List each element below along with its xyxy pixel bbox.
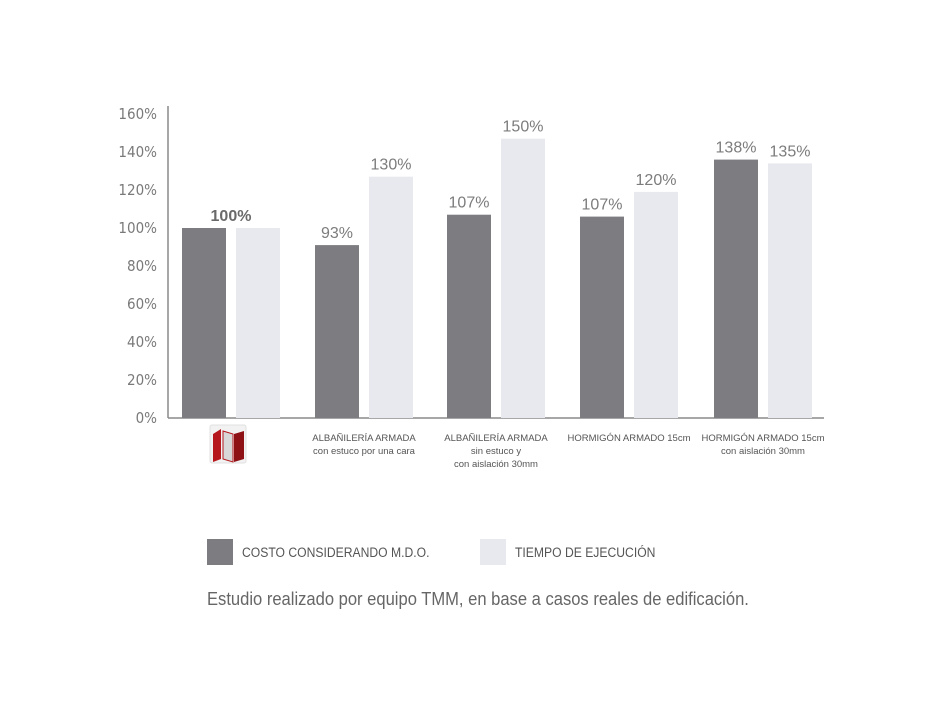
legend-label-cost: COSTO CONSIDERANDO M.D.O. bbox=[242, 544, 430, 560]
bar-cost-1 bbox=[315, 245, 359, 418]
bar-cost-0 bbox=[182, 228, 226, 418]
data-label: 100% bbox=[211, 208, 252, 225]
y-tick-label: 120% bbox=[118, 181, 157, 199]
x-category-label: con estuco por una cara bbox=[313, 446, 416, 457]
x-category-label: HORMIGÓN ARMADO 15cm bbox=[568, 433, 691, 444]
y-tick-label: 40% bbox=[127, 333, 157, 351]
legend-item-time: TIEMPO DE EJECUCIÓN bbox=[480, 539, 671, 565]
data-label: 138% bbox=[716, 140, 757, 157]
y-tick-label: 20% bbox=[127, 371, 157, 389]
y-tick-label: 0% bbox=[136, 409, 158, 427]
data-label: 135% bbox=[770, 143, 811, 160]
bar-time-1 bbox=[369, 176, 413, 418]
x-category-label: ALBAÑILERÍA ARMADA bbox=[312, 433, 416, 444]
bar-time-4 bbox=[768, 163, 812, 418]
legend-item-cost: COSTO CONSIDERANDO M.D.O. bbox=[207, 539, 450, 565]
x-category-label: sin estuco y bbox=[471, 446, 521, 457]
data-label: 107% bbox=[449, 195, 490, 212]
logo-panel-right bbox=[234, 431, 244, 462]
y-tick-label: 140% bbox=[118, 143, 157, 161]
logo-panel-left bbox=[213, 429, 221, 462]
data-label: 120% bbox=[636, 172, 677, 189]
data-label: 130% bbox=[371, 157, 412, 174]
legend-label-time: TIEMPO DE EJECUCIÓN bbox=[515, 544, 656, 560]
bar-cost-4 bbox=[714, 159, 758, 418]
bar-cost-3 bbox=[580, 216, 624, 418]
data-label: 107% bbox=[582, 197, 623, 214]
study-note: Estudio realizado por equipo TMM, en bas… bbox=[207, 589, 749, 609]
logo-panel-middle bbox=[222, 430, 234, 463]
bar-time-0 bbox=[236, 228, 280, 418]
x-category-label: ALBAÑILERÍA ARMADA bbox=[444, 433, 548, 444]
y-tick-label: 160% bbox=[118, 105, 157, 123]
x-category-label: con aislación 30mm bbox=[454, 459, 538, 470]
y-tick-label: 80% bbox=[127, 257, 157, 275]
y-tick-label: 60% bbox=[127, 295, 157, 313]
x-category-label: HORMIGÓN ARMADO 15cm bbox=[702, 433, 825, 444]
data-label: 93% bbox=[321, 225, 353, 242]
bar-cost-2 bbox=[447, 214, 491, 418]
y-tick-label: 100% bbox=[118, 219, 157, 237]
legend-swatch-cost bbox=[207, 539, 233, 565]
legend-swatch-time bbox=[480, 539, 507, 565]
chart-legend: COSTO CONSIDERANDO M.D.O. TIEMPO DE EJEC… bbox=[207, 539, 701, 565]
x-category-label: con aislación 30mm bbox=[721, 446, 805, 457]
bar-time-3 bbox=[634, 191, 678, 418]
bar-time-2 bbox=[501, 138, 545, 418]
data-label: 150% bbox=[503, 119, 544, 136]
